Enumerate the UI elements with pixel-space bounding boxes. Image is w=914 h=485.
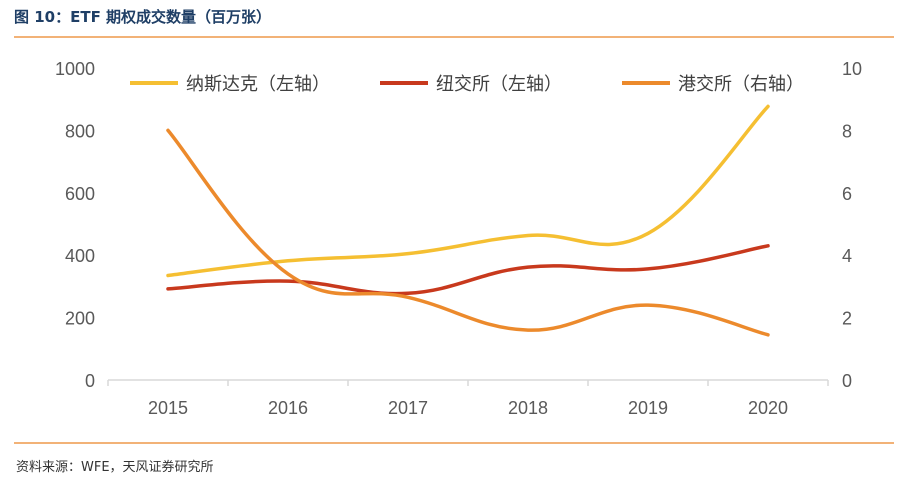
bottom-rule xyxy=(14,442,894,444)
y-left-tick-label: 800 xyxy=(65,121,95,141)
legend-label: 纽交所（左轴） xyxy=(436,74,562,95)
y-left-tick-label: 400 xyxy=(65,246,95,266)
legend-label: 纳斯达克（左轴） xyxy=(186,74,330,95)
legend-label: 港交所（右轴） xyxy=(678,74,804,95)
source-note: 资料来源：WFE，天风证券研究所 xyxy=(16,460,214,475)
series-line-2 xyxy=(166,128,770,337)
y-right-tick-label: 2 xyxy=(842,309,852,329)
x-tick-label: 2016 xyxy=(268,398,308,418)
x-tick-label: 2018 xyxy=(508,398,548,418)
legend: 纳斯达克（左轴） 纽交所（左轴） 港交所（右轴） xyxy=(130,74,804,95)
figure-title: 图 10：ETF 期权成交数量（百万张） xyxy=(14,8,272,26)
y-right-tick-label: 0 xyxy=(842,371,852,391)
series-line-0 xyxy=(166,104,770,278)
y-right-tick-label: 10 xyxy=(842,59,862,79)
x-tick-label: 2019 xyxy=(628,398,668,418)
y-left-tick-label: 1000 xyxy=(55,59,95,79)
series-lines xyxy=(166,104,770,337)
y-left-tick-label: 600 xyxy=(65,184,95,204)
y-right-tick-label: 4 xyxy=(842,246,852,266)
series-line-1 xyxy=(166,244,770,296)
y-right-tick-label: 8 xyxy=(842,121,852,141)
y-left-tick-label: 0 xyxy=(85,371,95,391)
y-right-tick-label: 6 xyxy=(842,184,852,204)
x-tick-label: 2020 xyxy=(748,398,788,418)
x-tick-label: 2015 xyxy=(148,398,188,418)
line-chart: 2015 2016 2017 2018 2019 20200200400600800100… xyxy=(55,59,862,418)
top-rule xyxy=(14,36,894,38)
y-left-tick-label: 200 xyxy=(65,309,95,329)
axes: 2015 2016 2017 2018 2019 20200200400600800100… xyxy=(55,59,862,418)
x-tick-label: 2017 xyxy=(388,398,428,418)
